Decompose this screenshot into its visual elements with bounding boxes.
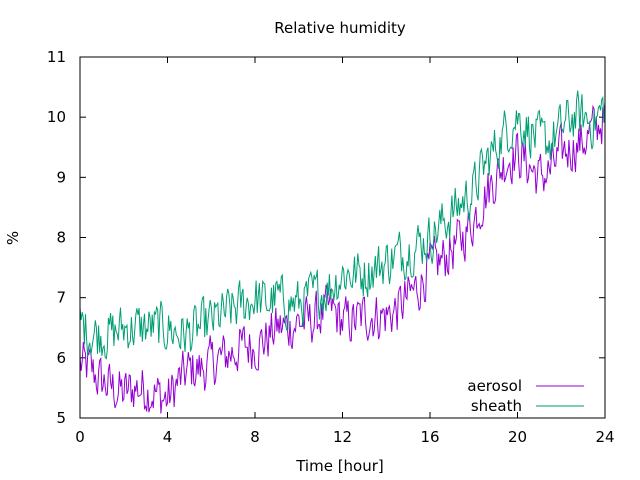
series-line-aerosol [79, 101, 606, 414]
legend: aerosol sheath [467, 377, 584, 415]
y-tick-label: 8 [56, 229, 66, 247]
x-tick-label: 0 [75, 428, 85, 446]
x-axis-label: Time [hour] [295, 457, 384, 475]
x-tick-label: 12 [333, 428, 352, 446]
x-tick-label: 24 [595, 428, 614, 446]
series-line-sheath [79, 90, 606, 360]
y-tick-label: 5 [56, 409, 66, 427]
legend-label: aerosol [467, 377, 522, 395]
y-tick-label: 7 [56, 289, 66, 307]
x-tick-label: 20 [508, 428, 527, 446]
x-tick-label: 4 [163, 428, 173, 446]
axis-ticks: 0 4 8 12 16 20 24 5 6 7 8 9 10 11 [47, 48, 615, 446]
x-tick-label: 8 [250, 428, 260, 446]
legend-label: sheath [471, 397, 522, 415]
chart-title: Relative humidity [274, 19, 406, 37]
y-axis-label: % [4, 231, 22, 245]
series-layer [79, 90, 606, 414]
y-tick-label: 11 [47, 48, 66, 66]
y-tick-label: 6 [56, 349, 66, 367]
x-tick-label: 16 [420, 428, 439, 446]
y-tick-label: 10 [47, 108, 66, 126]
plot-frame [79, 56, 606, 419]
y-tick-label: 9 [56, 168, 66, 186]
